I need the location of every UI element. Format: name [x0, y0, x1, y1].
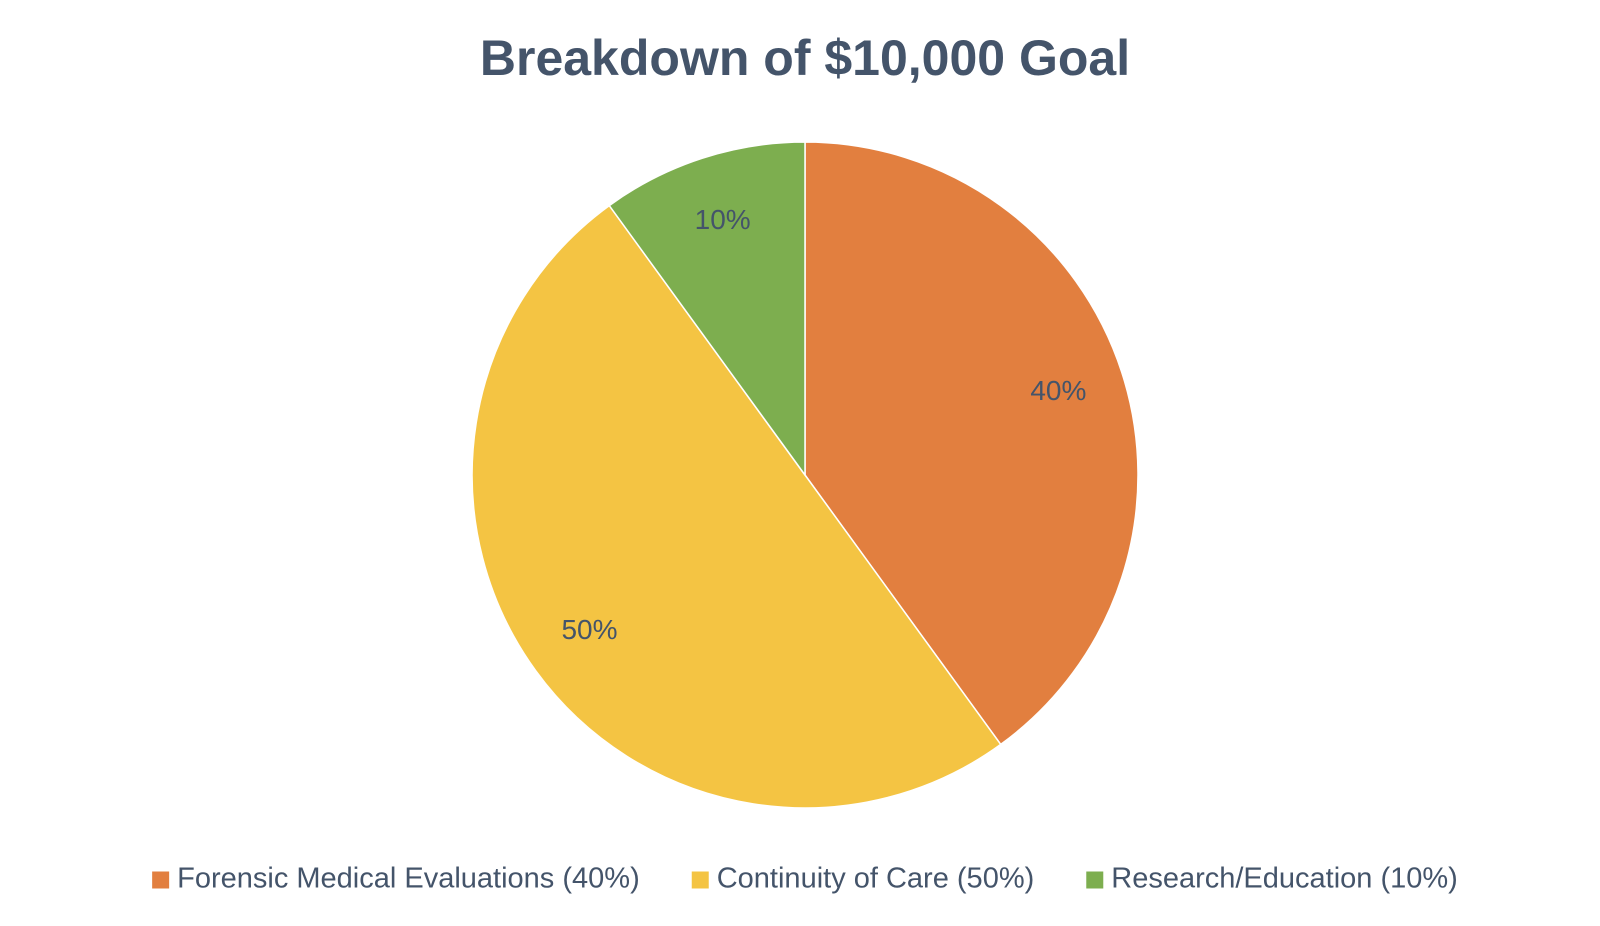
chart-title: Breakdown of $10,000 Goal [480, 30, 1130, 86]
data-label: 10% [695, 204, 751, 235]
legend-text: Research/Education (10%) [1111, 863, 1458, 895]
pie-slice [608, 141, 806, 478]
legend-swatch [1086, 871, 1104, 889]
legend-swatch [152, 871, 170, 889]
pie-slice [804, 141, 1139, 746]
legend-text: Forensic Medical Evaluations (40%) [177, 863, 640, 895]
legend-swatch [691, 871, 709, 889]
pie-slice [471, 204, 1002, 809]
data-label: 40% [1030, 375, 1086, 406]
data-label: 50% [561, 614, 617, 645]
legend-text: Continuity of Care (50%) [717, 863, 1035, 895]
